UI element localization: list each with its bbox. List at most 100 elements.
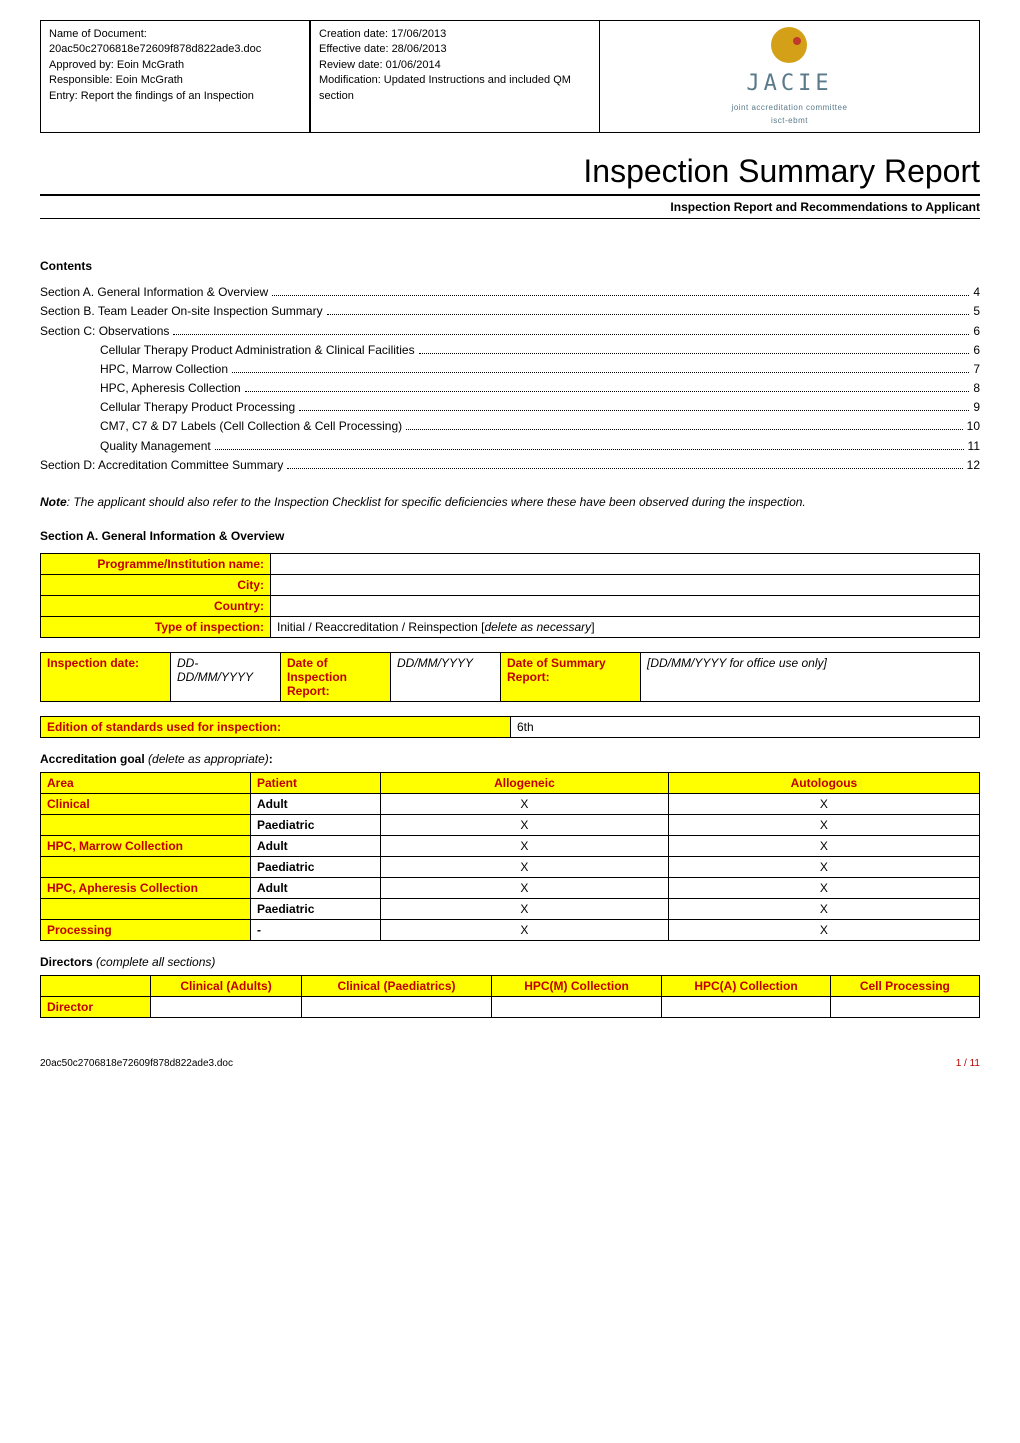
acc-cell: Paediatric	[251, 815, 381, 836]
toc-line: Section B. Team Leader On-site Inspectio…	[40, 302, 980, 321]
logo-dot-icon	[771, 27, 807, 63]
type-label: Type of inspection:	[41, 617, 271, 638]
acc-cell: X	[668, 815, 979, 836]
edition-table: Edition of standards used for inspection…	[40, 716, 980, 738]
toc-label: Section C: Observations	[40, 322, 169, 341]
toc-dots	[215, 449, 964, 450]
city-value	[271, 575, 980, 596]
dir-h4: HPC(A) Collection	[662, 976, 830, 997]
directors-heading: Directors (complete all sections)	[40, 955, 980, 969]
toc-page: 11	[968, 437, 980, 456]
toc-label: Cellular Therapy Product Administration …	[100, 341, 415, 360]
acc-cell: X	[381, 836, 669, 857]
director-row-label: Director	[41, 997, 151, 1018]
acc-header: Autologous	[668, 773, 979, 794]
subtitle-bar: Inspection Report and Recommendations to…	[40, 194, 980, 219]
table-row: AreaPatientAllogeneicAutologous	[41, 773, 980, 794]
toc-dots	[419, 353, 970, 354]
toc-line: Cellular Therapy Product Processing 9	[40, 398, 980, 417]
acc-cell: HPC, Apheresis Collection	[41, 878, 251, 899]
toc-page: 6	[973, 322, 980, 341]
effective-date: Effective date: 28/06/2013	[319, 42, 591, 57]
programme-info-table: Programme/Institution name: City: Countr…	[40, 553, 980, 638]
table-row: PaediatricXX	[41, 815, 980, 836]
page-footer: 20ac50c2706818e72609f878d822ade3.doc 1 /…	[40, 1058, 980, 1069]
table-row: Programme/Institution name:	[41, 554, 980, 575]
section-a-heading: Section A. General Information & Overvie…	[40, 529, 980, 543]
city-label: City:	[41, 575, 271, 596]
prog-name-value	[271, 554, 980, 575]
toc-dots	[406, 429, 963, 430]
doc-name-label: Name of Document:	[49, 27, 301, 42]
table-row: City:	[41, 575, 980, 596]
country-value	[271, 596, 980, 617]
logo-text: JACIE	[746, 69, 832, 100]
toc-line: Cellular Therapy Product Administration …	[40, 341, 980, 360]
type-value: Initial / Reaccreditation / Reinspection…	[271, 617, 980, 638]
toc-dots	[245, 391, 970, 392]
table-row: HPC, Apheresis CollectionAdultXX	[41, 878, 980, 899]
creation-date: Creation date: 17/06/2013	[319, 27, 591, 42]
toc-page: 12	[967, 456, 980, 475]
acc-cell	[41, 857, 251, 878]
toc-label: HPC, Apheresis Collection	[100, 379, 241, 398]
toc-dots	[287, 468, 962, 469]
acc-cell: HPC, Marrow Collection	[41, 836, 251, 857]
toc-page: 9	[973, 398, 980, 417]
summary-date-value: [DD/MM/YYYY for office use only]	[641, 653, 980, 702]
doc-filename: 20ac50c2706818e72609f878d822ade3.doc	[49, 42, 301, 57]
toc-page: 7	[973, 360, 980, 379]
table-row: Processing-XX	[41, 920, 980, 941]
toc-page: 6	[973, 341, 980, 360]
table-row: Clinical (Adults) Clinical (Paediatrics)…	[41, 976, 980, 997]
acc-cell: X	[381, 794, 669, 815]
table-row: PaediatricXX	[41, 857, 980, 878]
insp-date-value: DD-DD/MM/YYYY	[171, 653, 281, 702]
toc-label: Section B. Team Leader On-site Inspectio…	[40, 302, 323, 321]
dir-cell	[830, 997, 979, 1018]
toc-dots	[327, 314, 970, 315]
edition-label: Edition of standards used for inspection…	[41, 717, 511, 738]
doc-responsible: Responsible: Eoin McGrath	[49, 73, 301, 88]
dir-h2: Clinical (Paediatrics)	[302, 976, 492, 997]
toc-line: HPC, Marrow Collection7	[40, 360, 980, 379]
toc-dots	[272, 295, 969, 296]
doc-approved: Approved by: Eoin McGrath	[49, 58, 301, 73]
logo-sub1: joint accreditation committee	[732, 102, 848, 113]
acc-cell: X	[668, 920, 979, 941]
acc-cell: Paediatric	[251, 857, 381, 878]
header-box-logo: JACIE joint accreditation committee isct…	[600, 20, 980, 133]
dir-h3: HPC(M) Collection	[491, 976, 661, 997]
document-header: Name of Document: 20ac50c2706818e72609f8…	[40, 20, 980, 133]
toc-page: 10	[967, 417, 980, 436]
toc-label: Section D: Accreditation Committee Summa…	[40, 456, 283, 475]
acc-cell: X	[668, 878, 979, 899]
dir-h5: Cell Processing	[830, 976, 979, 997]
dir-blank-header	[41, 976, 151, 997]
toc-label: Quality Management	[100, 437, 211, 456]
dir-cell	[491, 997, 661, 1018]
insp-date-label: Inspection date:	[41, 653, 171, 702]
acc-cell: X	[381, 878, 669, 899]
country-label: Country:	[41, 596, 271, 617]
acc-cell: X	[668, 794, 979, 815]
toc-label: Cellular Therapy Product Processing	[100, 398, 295, 417]
toc-page: 4	[973, 283, 980, 302]
toc-page: 8	[973, 379, 980, 398]
toc-page: 5	[973, 302, 980, 321]
directors-table: Clinical (Adults) Clinical (Paediatrics)…	[40, 975, 980, 1018]
inspection-dates-table: Inspection date: DD-DD/MM/YYYY Date of I…	[40, 652, 980, 702]
table-row: Type of inspection: Initial / Reaccredit…	[41, 617, 980, 638]
toc-label: CM7, C7 & D7 Labels (Cell Collection & C…	[100, 417, 402, 436]
acc-cell	[41, 899, 251, 920]
toc-dots	[173, 334, 969, 335]
report-date-label: Date of Inspection Report:	[281, 653, 391, 702]
acc-cell	[41, 815, 251, 836]
table-row: ClinicalAdultXX	[41, 794, 980, 815]
acc-cell: Adult	[251, 794, 381, 815]
table-row: Inspection date: DD-DD/MM/YYYY Date of I…	[41, 653, 980, 702]
summary-date-label: Date of Summary Report:	[501, 653, 641, 702]
dir-cell	[302, 997, 492, 1018]
table-row: Edition of standards used for inspection…	[41, 717, 980, 738]
acc-cell: Adult	[251, 836, 381, 857]
